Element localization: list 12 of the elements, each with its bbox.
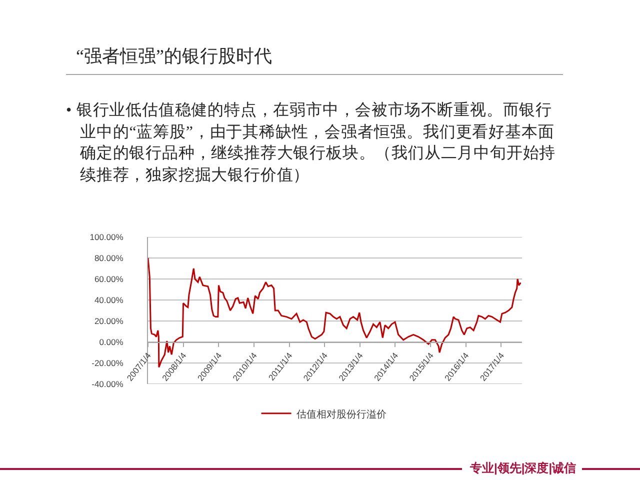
y-tick-label: 0.00% (99, 336, 124, 347)
y-tick-label: 80.00% (94, 252, 124, 263)
y-tick-label: 100.00% (90, 232, 124, 242)
y-tick-label: 60.00% (94, 274, 124, 284)
chart-title: “强者恒强”的银行股时代 (76, 45, 272, 68)
y-tick-label: 20.00% (94, 316, 124, 326)
text: 专业|领先|深度|诚信 (470, 460, 576, 477)
y-tick-label: 40.00% (94, 294, 124, 305)
legend-label: 估值相对股份行溢价 (296, 408, 386, 420)
y-tick-label: -40.00% (92, 378, 124, 389)
chart-subtitle: • 银行业低估值稳健的特点，在弱市中，会被市场不断重视。而银行业中的“蓝筹股”，由于其稀缺性，会强者恒强。我们更看好基本面确定的银行品种，继续推荐大银行板块。（我们从二月中旬开始持续推荐，独家挖掘大银行价值） (66, 100, 557, 186)
y-tick-label: -20.00% (92, 358, 124, 368)
